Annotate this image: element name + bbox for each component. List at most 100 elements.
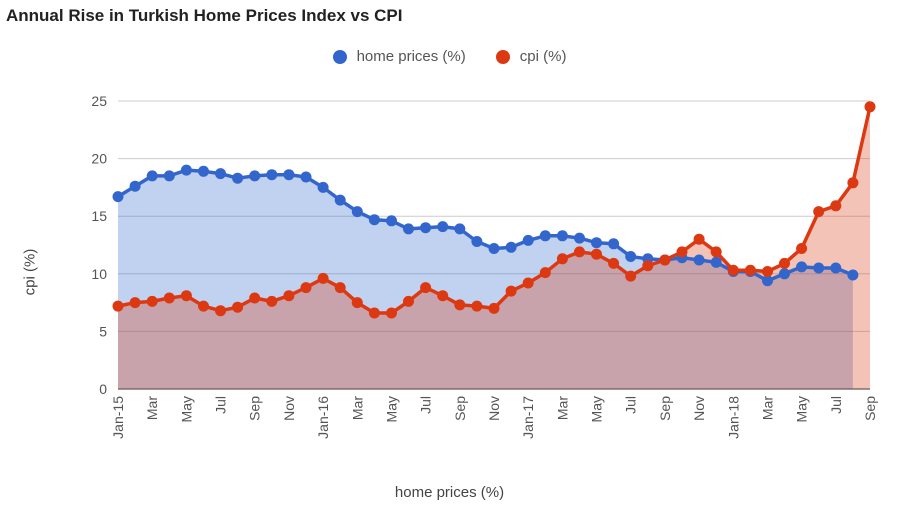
data-point-series-1 (403, 295, 414, 307)
x-tick-label: Nov (281, 396, 297, 421)
data-point-series-1 (215, 305, 226, 317)
x-tick-label: Mar (554, 396, 570, 420)
data-point-series-0 (437, 221, 449, 233)
data-point-series-0 (847, 269, 859, 281)
data-point-series-1 (779, 257, 790, 269)
data-point-series-0 (471, 236, 483, 247)
data-point-series-1 (642, 260, 654, 272)
x-tick-label: Sep (657, 396, 673, 421)
x-tick-label: Jan-15 (110, 396, 126, 439)
x-tick-label: Jul (213, 396, 229, 414)
data-point-series-1 (112, 300, 124, 312)
data-point-series-0 (403, 223, 414, 235)
legend-label-home-prices: home prices (%) (356, 48, 466, 65)
data-point-series-0 (608, 238, 620, 250)
data-point-series-0 (386, 215, 397, 227)
data-point-series-0 (556, 230, 568, 242)
x-tick-label: May (794, 396, 810, 422)
data-point-series-0 (266, 169, 278, 181)
data-point-series-0 (779, 268, 790, 280)
data-point-series-1 (676, 246, 688, 258)
data-point-series-0 (112, 191, 124, 203)
data-point-series-1 (744, 264, 756, 276)
data-point-series-0 (522, 234, 534, 246)
x-tick-label: Sep (452, 396, 468, 421)
x-tick-label: Nov (691, 396, 707, 421)
legend-item-cpi[interactable]: cpi (%) (495, 48, 567, 65)
x-tick-label: May (178, 396, 194, 422)
x-tick-label: Mar (760, 396, 776, 420)
data-point-series-1 (198, 300, 209, 312)
x-tick-label: Mar (144, 396, 160, 420)
x-tick-label: Sep (247, 396, 263, 421)
data-point-series-1 (796, 243, 808, 254)
data-point-series-0 (249, 170, 261, 182)
y-tick-label: 0 (99, 381, 107, 397)
x-tick-label: Jul (828, 396, 844, 414)
chart-title: Annual Rise in Turkish Home Prices Index… (6, 6, 403, 25)
data-point-series-0 (813, 262, 825, 274)
x-tick-label: May (384, 396, 400, 422)
data-point-series-0 (300, 171, 312, 183)
data-point-series-0 (830, 262, 842, 274)
data-point-series-1 (249, 292, 261, 304)
x-tick-label: Jan-16 (315, 396, 331, 439)
y-tick-label: 25 (91, 93, 107, 109)
data-point-series-1 (283, 290, 295, 302)
data-point-series-0 (198, 165, 209, 177)
data-point-series-0 (574, 232, 585, 244)
data-point-series-1 (266, 295, 278, 307)
data-point-series-0 (163, 170, 175, 182)
y-tick-labels: 0 5 10 15 20 25 (91, 93, 107, 397)
y-tick-label: 15 (91, 208, 107, 224)
data-point-series-1 (813, 206, 825, 218)
data-point-series-1 (625, 270, 637, 282)
data-point-series-1 (539, 267, 551, 279)
area-series-1 (118, 106, 870, 390)
data-point-series-1 (830, 200, 842, 212)
data-point-series-1 (317, 272, 329, 284)
data-point-series-0 (505, 241, 517, 253)
data-point-series-0 (796, 261, 808, 273)
x-tick-label: Jan-18 (725, 396, 741, 439)
x-tick-label: Jul (623, 396, 639, 414)
data-point-series-0 (762, 275, 773, 287)
x-axis-label: home prices (%) (394, 484, 505, 501)
data-point-series-0 (625, 251, 637, 262)
data-point-series-1 (762, 266, 773, 277)
data-point-series-1 (146, 295, 158, 307)
y-tick-label: 10 (91, 266, 107, 282)
grid-lines (118, 100, 870, 390)
data-point-series-0 (283, 169, 295, 181)
data-point-series-0 (351, 206, 363, 218)
legend-swatch-home-prices (332, 49, 347, 64)
data-point-series-0 (129, 180, 141, 192)
data-point-series-0 (180, 164, 192, 176)
data-point-series-1 (591, 248, 602, 260)
legend-item-home-prices[interactable]: home prices (%) (332, 48, 466, 65)
data-point-series-0 (232, 172, 244, 184)
x-tick-label: Jan-17 (520, 396, 536, 439)
legend-swatch-cpi (495, 49, 510, 64)
x-tick-label: Sep (862, 396, 878, 421)
data-point-series-0 (215, 168, 226, 180)
data-point-series-0 (454, 223, 466, 235)
x-tick-label: May (589, 396, 605, 422)
data-point-series-1 (454, 299, 466, 311)
series-areas (118, 106, 870, 390)
data-point-series-1 (608, 257, 620, 269)
data-point-series-1 (556, 253, 568, 265)
data-point-series-1 (710, 246, 722, 258)
y-tick-label: 20 (91, 151, 107, 167)
x-tick-labels: Jan-15 Mar May Jul Sep Nov Jan-16 Mar May Jul Sep N… (110, 396, 878, 439)
data-point-series-0 (488, 243, 500, 254)
legend-label-cpi: cpi (%) (519, 48, 567, 65)
data-point-series-1 (659, 254, 671, 266)
data-point-series-1 (574, 246, 585, 258)
data-point-series-1 (386, 307, 397, 319)
data-point-series-1 (522, 277, 534, 289)
data-point-series-0 (539, 230, 551, 242)
data-point-series-1 (727, 264, 739, 276)
data-point-series-1 (505, 285, 517, 297)
